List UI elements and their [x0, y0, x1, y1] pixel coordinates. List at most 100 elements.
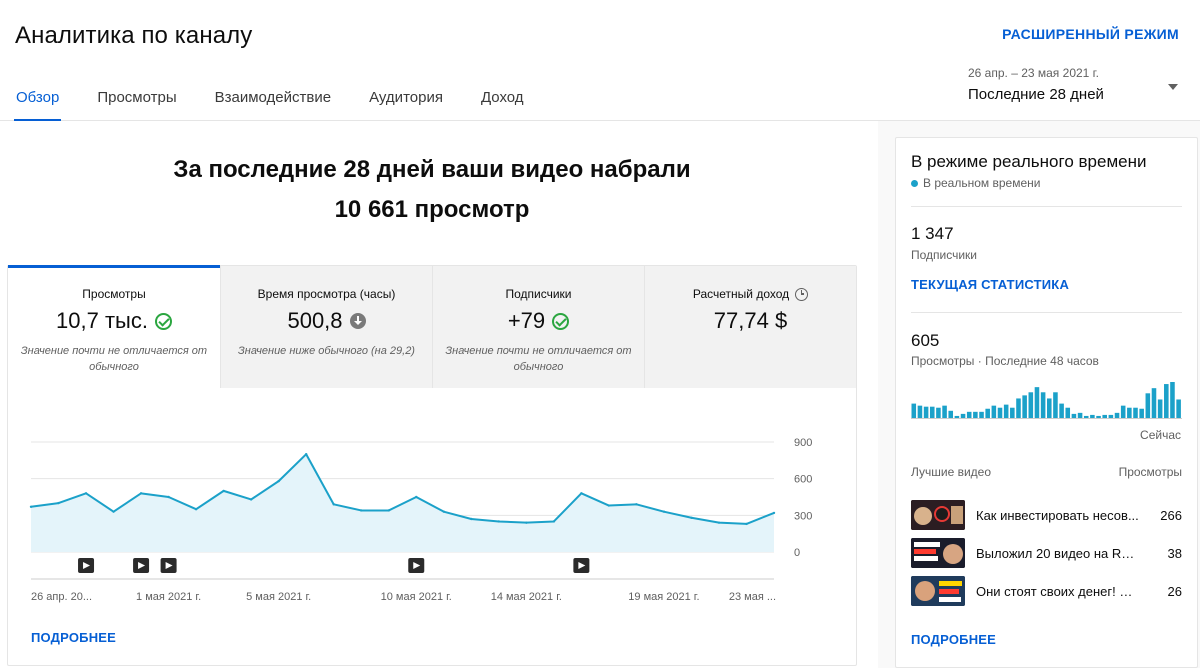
- x-tick-label: 19 мая 2021 г.: [628, 591, 699, 603]
- realtime-bar: [1040, 392, 1046, 418]
- data-point: [387, 509, 390, 512]
- play-icon: [413, 562, 421, 569]
- y-tick-label: 300: [794, 510, 812, 522]
- data-point: [690, 516, 693, 519]
- realtime-bar: [1096, 415, 1101, 418]
- metric-label: Время просмотра (часы): [257, 287, 396, 301]
- data-point: [277, 479, 280, 483]
- realtime-bar: [1157, 399, 1163, 418]
- metric-label: Просмотры: [82, 287, 146, 301]
- top-video-row[interactable]: Они стоят своих денег! Обз... 26: [911, 575, 1182, 607]
- realtime-bar: [942, 405, 947, 418]
- metric-views[interactable]: Просмотры 10,7 тыс. Значение почти не от…: [8, 265, 220, 388]
- realtime-bar: [1022, 395, 1027, 418]
- metric-value-row: 77,74 $: [645, 308, 856, 334]
- views-area: [31, 454, 774, 552]
- data-point: [57, 501, 60, 505]
- subscribers-label: Подписчики: [911, 248, 978, 262]
- top-videos-header: Лучшие видео Просмотры: [911, 465, 1182, 479]
- metric-label: Подписчики: [505, 287, 572, 301]
- metric-value: 10,7 тыс.: [56, 308, 148, 333]
- realtime-bar: [923, 406, 929, 418]
- play-icon: [578, 562, 586, 569]
- tab-overview[interactable]: Обзор: [0, 78, 75, 122]
- play-icon: [138, 562, 146, 569]
- headline-line-2: 10 661 просмотр: [334, 196, 530, 223]
- advanced-mode-link[interactable]: РАСШИРЕННЫЙ РЕЖИМ: [1002, 26, 1179, 42]
- realtime-bar: [1034, 387, 1040, 418]
- overview-more-link[interactable]: ПОДРОБНЕЕ: [31, 630, 117, 645]
- metric-value-row: 10,7 тыс.: [8, 308, 220, 334]
- realtime-bar: [1151, 388, 1157, 418]
- data-point: [552, 520, 556, 523]
- tab-views[interactable]: Просмотры: [97, 89, 177, 106]
- divider: [911, 206, 1182, 207]
- x-tick-label: 23 мая ...: [729, 591, 776, 603]
- data-point: [470, 517, 473, 521]
- realtime-views-count: 605: [911, 331, 940, 350]
- top-video-row[interactable]: Как инвестировать несов... 266: [911, 499, 1182, 531]
- realtime-bar: [960, 413, 966, 418]
- y-tick-label: 900: [794, 437, 812, 449]
- data-point: [194, 508, 198, 511]
- data-point: [607, 504, 611, 507]
- data-point: [222, 489, 225, 493]
- data-point: [415, 495, 418, 499]
- realtime-bar: [1176, 399, 1181, 418]
- live-label: В реальном времени: [923, 176, 1041, 190]
- realtime-bar: [929, 406, 935, 418]
- metric-value: 500,8: [287, 308, 343, 333]
- page-title: Аналитика по каналу: [15, 22, 253, 49]
- metric-revenue[interactable]: Расчетный доход 77,74 $: [644, 266, 856, 388]
- overview-headline: За последние 28 дней ваши видео набрали …: [0, 150, 864, 230]
- metric-label: Расчетный доход: [692, 287, 790, 301]
- tab-revenue[interactable]: Доход: [480, 89, 524, 106]
- realtime-bar: [979, 411, 984, 418]
- arrow-down-circle-icon: [349, 313, 366, 329]
- top-video-row[interactable]: Выложил 20 видео на RuTu... 38: [911, 537, 1182, 569]
- check-circle-icon: [552, 312, 570, 330]
- metric-note: Значение почти не отличается от обычного: [445, 345, 632, 373]
- tab-engagement[interactable]: Взаимодействие: [214, 89, 332, 106]
- realtime-bar: [1120, 405, 1126, 418]
- realtime-bar: [1071, 413, 1077, 418]
- data-point: [84, 492, 88, 495]
- realtime-more-link[interactable]: ПОДРОБНЕЕ: [911, 632, 997, 647]
- video-thumbnail: [911, 538, 965, 568]
- realtime-bar: [1083, 415, 1089, 418]
- video-marker-icon: [573, 558, 590, 573]
- data-point: [249, 498, 253, 501]
- data-point: [580, 492, 583, 495]
- realtime-views-label: Просмотры · Последние 48 часов: [911, 354, 1099, 368]
- metric-watch-time[interactable]: Время просмотра (часы) 500,8 Значение ни…: [220, 266, 432, 388]
- current-stats-link[interactable]: ТЕКУЩАЯ СТАТИСТИКА: [911, 277, 1070, 292]
- tab-audience[interactable]: Аудитория: [369, 89, 443, 106]
- data-point: [167, 495, 170, 499]
- metric-value: 77,74 $: [713, 308, 788, 333]
- top-bar: Аналитика по каналу РАСШИРЕННЫЙ РЕЖИМ Об…: [0, 0, 1200, 122]
- video-views: 38: [1167, 545, 1182, 561]
- subscribers-count: 1 347: [911, 224, 954, 243]
- video-marker-icon: [408, 558, 425, 573]
- video-marker-icon: [160, 558, 177, 573]
- data-point: [139, 492, 143, 495]
- video-views: 266: [1160, 507, 1182, 523]
- data-point: [662, 510, 666, 513]
- realtime-bar: [1065, 407, 1071, 418]
- metrics-card: Просмотры 10,7 тыс. Значение почти не от…: [7, 265, 857, 666]
- data-point: [497, 520, 501, 523]
- play-icon: [83, 562, 91, 569]
- views-column-label: Просмотры: [1118, 465, 1182, 479]
- data-point: [112, 510, 115, 513]
- metric-subscribers[interactable]: Подписчики +79 Значение почти не отличае…: [432, 266, 644, 388]
- metric-tabs: Просмотры 10,7 тыс. Значение почти не от…: [8, 265, 856, 388]
- data-point: [442, 510, 445, 513]
- video-marker-icon: [133, 558, 150, 573]
- realtime-card: В режиме реального времени В реальном вр…: [895, 137, 1198, 668]
- top-videos-label: Лучшие видео: [911, 465, 992, 479]
- realtime-title: В режиме реального времени: [911, 152, 1147, 171]
- clock-icon: [795, 287, 809, 301]
- x-tick-label: 1 мая 2021 г.: [136, 591, 201, 603]
- date-range-selector[interactable]: 26 апр. – 23 мая 2021 г. Последние 28 дн…: [968, 66, 1184, 106]
- tab-bar: Обзор Просмотры Взаимодействие Аудитория…: [0, 78, 546, 122]
